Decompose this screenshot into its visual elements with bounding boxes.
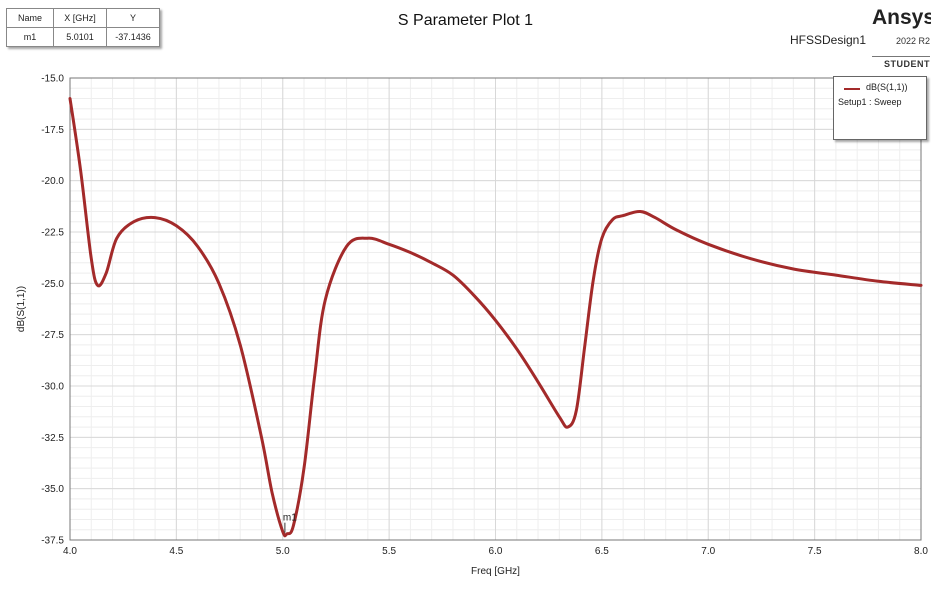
marker-table-header: Name X [GHz] Y [6, 8, 160, 28]
y-tick-label: -22.5 [41, 228, 64, 239]
plot-title: S Parameter Plot 1 [397, 12, 534, 29]
series-line-s11 [68, 97, 923, 538]
y-tick-label: -37.5 [41, 536, 64, 547]
legend-setup: Setup1 : Sweep [838, 97, 902, 107]
x-tick-label: 6.5 [595, 546, 609, 557]
x-tick-label: 6.0 [489, 546, 503, 557]
y-tick-label: -25.0 [41, 279, 64, 290]
x-tick-label: 5.0 [276, 546, 290, 557]
brand-logo: Ansys [872, 6, 931, 29]
marker-cell-y: -37.1436 [106, 27, 160, 47]
y-axis-label: dB(S(1,1)) [16, 286, 27, 332]
legend: dB(S(1,1)) Setup1 : Sweep [833, 76, 927, 140]
x-tick-label: 4.5 [169, 546, 183, 557]
x-axis-label: Freq [GHz] [471, 566, 520, 577]
plot-frame [69, 77, 922, 541]
y-tick-label: -17.5 [41, 125, 64, 136]
x-tick-label: 7.0 [701, 546, 715, 557]
y-tick-label: -20.0 [41, 176, 64, 187]
x-tick-label: 4.0 [63, 546, 77, 557]
brand-edition: STUDENT [872, 56, 930, 69]
y-tick-label: -32.5 [41, 433, 64, 444]
y-tick-label: -27.5 [41, 330, 64, 341]
legend-swatch [844, 88, 860, 90]
legend-series-name: dB(S(1,1)) [866, 82, 908, 92]
brand-version: 2022 R2 [895, 36, 930, 46]
marker-table: Name X [GHz] Y m1 5.0101 -37.1436 [6, 8, 160, 47]
y-axis-ticks: -15.0 -17.5 -20.0 -22.5 -25.0 -27.5 -30.0 -32.5… [41, 74, 64, 547]
marker-m1-label: m1 [283, 513, 297, 524]
x-tick-label: 8.0 [914, 546, 928, 557]
x-tick-label: 7.5 [808, 546, 822, 557]
grid-major [69, 77, 922, 541]
marker-table-row: m1 5.0101 -37.1436 [6, 27, 160, 47]
design-name: HFSSDesign1 [790, 33, 867, 47]
x-tick-label: 5.5 [382, 546, 396, 557]
y-tick-label: -35.0 [41, 484, 64, 495]
y-tick-label: -15.0 [41, 74, 64, 85]
x-axis-ticks: 4.0 4.5 5.0 5.5 6.0 6.5 7.0 7.5 8.0 [63, 546, 928, 557]
y-tick-label: -30.0 [41, 382, 64, 393]
